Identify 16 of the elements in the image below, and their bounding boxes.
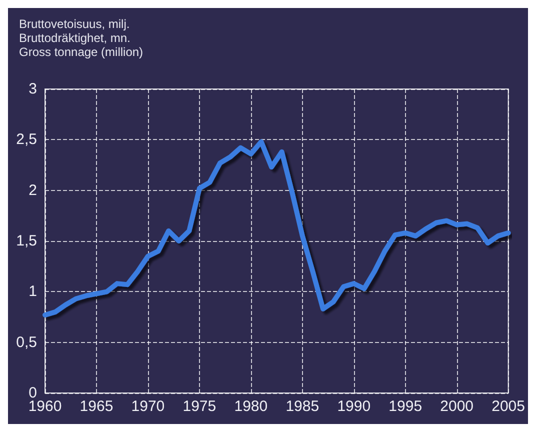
y-axis-title: Bruttovetoisuus, milj. Bruttodräktighet, mn. Gross tonnage (million) [19, 17, 144, 59]
x-tick-label: 1995 [388, 398, 422, 415]
y-tick-label: 1,5 [16, 232, 37, 250]
y-tick-label: 2 [28, 182, 37, 199]
x-tick-label: 1980 [234, 398, 268, 415]
x-tick-label: 2000 [440, 398, 474, 415]
x-tick-label: 1990 [337, 398, 371, 415]
y-tick-label: 3 [28, 80, 37, 98]
x-tick-label: 1985 [286, 398, 320, 415]
x-tick-label: 1970 [131, 398, 165, 415]
y-tick-label: 0,5 [16, 334, 37, 351]
x-tick-label: 1975 [182, 398, 216, 415]
y-tick-label: 2,5 [16, 131, 37, 148]
x-tick-label: 1965 [80, 398, 114, 415]
x-tick-label: 2005 [492, 398, 526, 415]
y-tick-label: 1 [28, 283, 37, 300]
